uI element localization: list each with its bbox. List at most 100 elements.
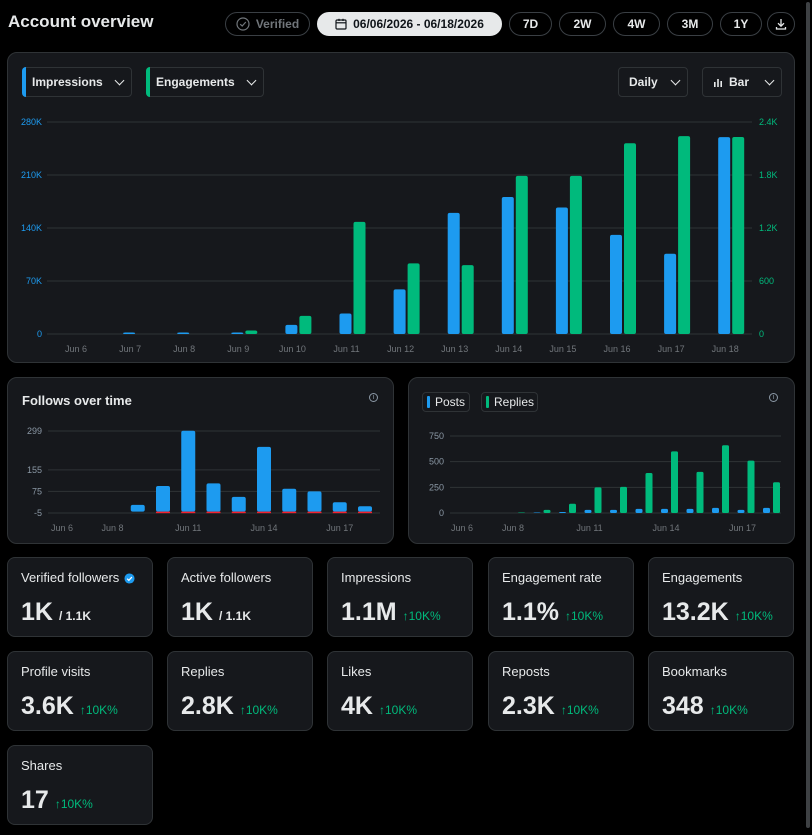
engagements-bar [678, 136, 691, 334]
interval-dropdown[interactable]: Daily [618, 67, 688, 97]
y-tick-label: 75 [32, 486, 42, 496]
verified-label: Verified [255, 17, 300, 31]
replies-bar [696, 471, 704, 513]
x-tick-label: Jun 6 [51, 523, 73, 533]
download-button[interactable] [767, 12, 795, 36]
range-4w-button[interactable]: 4W [613, 12, 660, 36]
right-metric-color-swatch [146, 67, 150, 97]
stat-card: Active followers 1K / 1.1K [167, 557, 313, 637]
stat-value-row: 1.1% ↑10K% [502, 598, 603, 627]
x-tick-label: Jun 8 [173, 344, 195, 354]
posts-legend-label: Posts [435, 395, 466, 409]
impressions-bar [285, 324, 298, 334]
stat-card: Reposts 2.3K ↑10K% [488, 651, 634, 731]
stat-change: ↑10K% [564, 609, 604, 623]
stat-value: 1.1M [341, 598, 397, 626]
range-3m-button[interactable]: 3M [667, 12, 713, 36]
y-right-tick-label: 1.8K [759, 170, 778, 180]
stat-value: 4K [341, 692, 373, 720]
impressions-bar [501, 196, 514, 334]
page-title: Account overview [8, 12, 154, 31]
follows-bar [156, 486, 170, 512]
posts-bar [737, 509, 745, 513]
stat-card: Engagements 13.2K ↑10K% [648, 557, 794, 637]
stat-value-row: 2.3K ↑10K% [502, 692, 599, 721]
follows-bar [130, 504, 145, 512]
x-tick-label: Jun 12 [387, 344, 414, 354]
stat-value: 1.1% [502, 598, 559, 626]
replies-legend-tag[interactable]: Replies [481, 392, 538, 412]
x-tick-label: Jun 9 [227, 344, 249, 354]
posts-bar [584, 509, 592, 513]
y-tick-label: 750 [429, 431, 444, 441]
stat-value: 13.2K [662, 598, 729, 626]
x-tick-label: Jun 10 [279, 344, 306, 354]
replies-bar [671, 451, 678, 513]
replies-bar [518, 512, 525, 513]
x-tick-label: Jun 11 [333, 344, 359, 354]
follows-bar [257, 446, 271, 512]
range-7d-button[interactable]: 7D [509, 12, 552, 36]
replies-bar [543, 509, 551, 513]
x-tick-label: Jun 14 [495, 344, 522, 354]
verified-filter-button[interactable]: Verified [225, 12, 310, 36]
left-metric-dropdown[interactable]: Impressions [22, 67, 132, 97]
date-range-picker[interactable]: 06/06/2026 - 06/18/2026 [317, 12, 502, 36]
stat-value: 17 [21, 786, 49, 814]
x-tick-label: Jun 17 [326, 523, 353, 533]
engagements-bar [515, 175, 528, 334]
right-metric-dropdown[interactable]: Engagements [146, 67, 264, 97]
unfollows-bar [332, 511, 347, 514]
impressions-bar [555, 207, 568, 334]
replies-bar [645, 472, 653, 513]
range-2w-label: 2W [573, 17, 592, 31]
stat-total: / 1.1K [218, 609, 251, 623]
range-1y-button[interactable]: 1Y [720, 12, 762, 36]
x-tick-label: Jun 7 [119, 344, 141, 354]
y-tick-label: 299 [27, 426, 42, 436]
scrollbar-thumb[interactable] [806, 2, 810, 828]
replies-bar [747, 460, 755, 513]
info-icon[interactable]: i [769, 393, 778, 402]
impressions-bar [718, 137, 731, 334]
stat-value: 348 [662, 692, 704, 720]
stat-card: Profile visits 3.6K ↑10K% [7, 651, 153, 731]
stat-label: Likes [341, 664, 372, 679]
stat-total: / 1.1K [58, 609, 91, 623]
impressions-bar [447, 212, 460, 334]
stat-card: Likes 4K ↑10K% [327, 651, 473, 731]
unfollows-bar [358, 511, 372, 514]
right-metric-label: Engagements [156, 75, 235, 89]
x-tick-label: Jun 11 [175, 523, 201, 533]
engagements-bar [299, 315, 312, 334]
stat-value-row: 2.8K ↑10K% [181, 692, 278, 721]
follows-bar [181, 430, 196, 512]
impressions-bar [610, 234, 622, 334]
impressions-bar [339, 313, 352, 334]
interval-label: Daily [629, 75, 658, 89]
y-left-tick-label: 210K [21, 170, 42, 180]
unfollows-bar [181, 511, 196, 514]
stat-change: ↑10K% [402, 609, 441, 623]
engagements-bar [245, 330, 258, 334]
stat-change: ↑10K% [239, 703, 278, 717]
stat-value-row: 348 ↑10K% [662, 692, 748, 721]
replies-bar [773, 482, 780, 513]
y-right-tick-label: 1.2K [759, 223, 778, 233]
info-icon[interactable]: i [369, 393, 378, 402]
stat-change: ↑10K% [79, 703, 118, 717]
stat-card: Impressions 1.1M ↑10K% [327, 557, 473, 637]
stat-value-row: 4K ↑10K% [341, 692, 417, 721]
replies-bar [620, 486, 627, 513]
follows-bar [332, 502, 347, 512]
stat-value: 2.8K [181, 692, 234, 720]
posts-legend-tag[interactable]: Posts [422, 392, 470, 412]
posts-replies-chart: 750 500 250 0 Jun 6 Jun 8 Jun 11 Jun 14 Jun 17 [429, 431, 781, 533]
unfollows-bar [206, 511, 221, 514]
posts-bar [559, 511, 566, 513]
date-range-text: 06/06/2026 - 06/18/2026 [353, 17, 484, 31]
impressions-engagements-chart: 280K 210K 140K 70K 0 2.4K 1.8K 1.2K 600 0 Jun 6 Jun… [21, 117, 778, 354]
range-2w-button[interactable]: 2W [559, 12, 606, 36]
chart-type-dropdown[interactable]: Bar [702, 67, 782, 97]
follows-chart: 299 155 75 -5 Jun 6 Jun 8 Jun 11 Jun 14 Jun 17 [27, 426, 380, 533]
